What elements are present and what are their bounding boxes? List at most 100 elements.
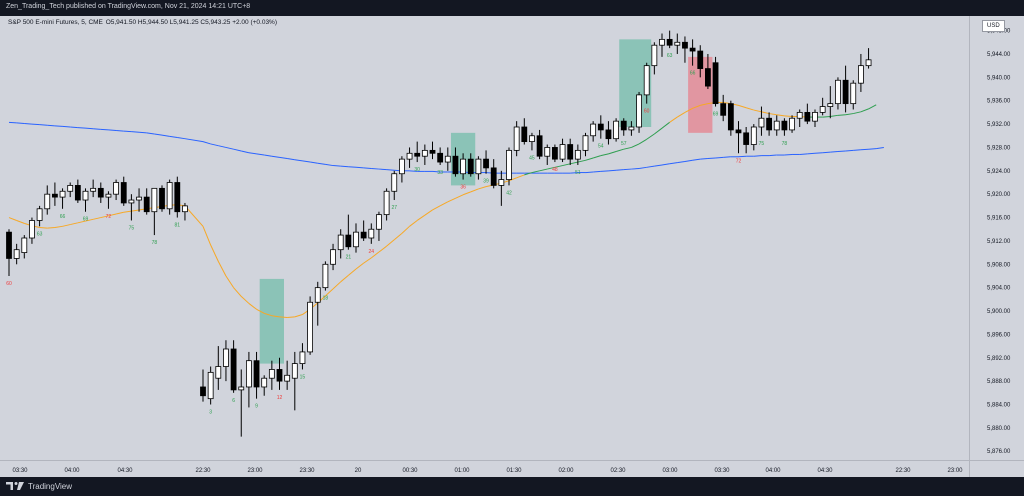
bar-count-label: 21 — [346, 255, 352, 261]
fast-ma-segment — [409, 220, 418, 227]
candle — [398, 156, 405, 183]
slow-ma-segment — [340, 165, 349, 168]
time-tick-label: 23:00 — [247, 468, 263, 474]
candle — [182, 202, 188, 221]
slow-ma-segment — [47, 124, 55, 127]
fast-ma-segment — [248, 303, 257, 310]
candle — [97, 182, 104, 203]
candle-body — [697, 50, 704, 69]
candle-body — [636, 94, 642, 128]
symbol-name[interactable]: S&P 500 E-mini Futures, 5, CME — [8, 19, 103, 26]
fast-ma-segment — [700, 103, 709, 106]
slow-ma-segment — [271, 155, 280, 158]
fast-ma-segment — [470, 188, 479, 193]
candle — [444, 147, 451, 171]
fast-ma-segment — [822, 115, 831, 118]
candle — [13, 243, 20, 265]
price-tick-label: 5,908.00 — [987, 262, 1011, 268]
bar-count-label: 81 — [175, 223, 181, 229]
candle-body — [475, 158, 482, 175]
slow-ma-segment — [661, 163, 670, 166]
candle-body — [529, 135, 535, 143]
candle — [368, 223, 375, 244]
time-tick-label: 02:00 — [558, 468, 574, 474]
slow-ma-segment — [123, 130, 132, 133]
slow-ma-segment — [225, 146, 234, 150]
candle-body — [720, 103, 727, 116]
footer-branding[interactable]: TradingView — [6, 481, 72, 491]
candle — [406, 147, 413, 168]
bar-count-label: 45 — [529, 155, 535, 161]
slow-ma-segment — [723, 156, 731, 158]
slow-ma-segment — [692, 158, 701, 161]
slow-ma-segment — [807, 152, 816, 155]
slow-ma-segment — [202, 141, 211, 145]
fast-ma-segment — [776, 114, 785, 117]
candle-body — [322, 263, 329, 289]
fast-ma-segment — [184, 205, 204, 227]
plot-area[interactable]: 60 63 66 69 72 75 78 81 3 6 9 12 15 18 21 24 27 30 33 36 39 4… — [0, 16, 969, 460]
currency-button[interactable]: USD — [982, 20, 1005, 32]
candle-body — [166, 182, 173, 210]
candle-body — [812, 111, 818, 122]
candle-body — [804, 111, 811, 122]
slow-ma-segment — [608, 169, 617, 172]
candle-body — [74, 185, 81, 201]
candle — [697, 45, 704, 78]
slow-ma-segment — [593, 170, 601, 173]
slow-ma-segment — [39, 124, 48, 126]
candle — [223, 340, 229, 382]
fast-ma-segment — [233, 287, 242, 297]
candle — [643, 62, 650, 104]
candle-body — [128, 199, 135, 204]
time-tick-label: 04:00 — [64, 468, 80, 474]
brand-name: TradingView — [28, 481, 73, 491]
slow-ma-segment — [24, 122, 32, 125]
candle-body — [727, 103, 734, 131]
fast-ma-segment — [47, 226, 55, 229]
candle-body — [36, 208, 43, 221]
candle-body — [605, 129, 612, 140]
candle — [858, 53, 864, 92]
candle — [812, 109, 818, 127]
fast-ma-segment — [531, 170, 540, 174]
candle-body — [590, 123, 597, 137]
candle-body — [314, 287, 321, 303]
candle-body — [6, 231, 12, 259]
candle-body — [643, 65, 650, 96]
slow-ma-segment — [585, 171, 594, 174]
time-axis[interactable]: 03:30 04:00 04:30 22:30 23:00 23:30 20 00:30 01:… — [0, 460, 969, 477]
candle-body — [151, 187, 158, 213]
slow-ma-segment — [116, 130, 124, 132]
candle — [391, 170, 398, 201]
time-tick-label: 23:30 — [299, 468, 315, 474]
candle-body — [67, 185, 74, 192]
bar-count-label: 9 — [255, 404, 258, 410]
publish-header: Zen_Trading_Tech published on TradingVie… — [6, 3, 251, 10]
candle-body — [544, 147, 551, 157]
symbol-legend[interactable]: S&P 500 E-mini Futures, 5, CME O5,941.50… — [8, 19, 278, 26]
fast-ma-segment — [77, 220, 86, 224]
slow-ma-segment — [409, 170, 418, 172]
candle-body — [29, 220, 35, 239]
candle-body — [750, 126, 757, 145]
candle-body — [421, 149, 428, 157]
candle — [597, 115, 604, 139]
fast-ma-segment — [661, 121, 670, 129]
tradingview-logo-icon — [6, 482, 24, 490]
fast-ma-segment — [340, 275, 349, 283]
candle — [245, 351, 252, 408]
price-tick-label: 5,896.00 — [987, 332, 1011, 338]
candle-body — [337, 234, 344, 251]
price-axis[interactable]: 5,948.005,944.005,940.005,936.005,932.00… — [969, 16, 1024, 460]
candle — [506, 147, 512, 186]
candle — [804, 103, 811, 125]
time-tick-label: 22:30 — [895, 468, 911, 474]
candle — [29, 217, 35, 244]
candle — [666, 30, 673, 49]
fast-ma-segment — [738, 104, 747, 109]
fast-ma-segment — [539, 168, 548, 172]
fast-ma-segment — [654, 127, 663, 135]
